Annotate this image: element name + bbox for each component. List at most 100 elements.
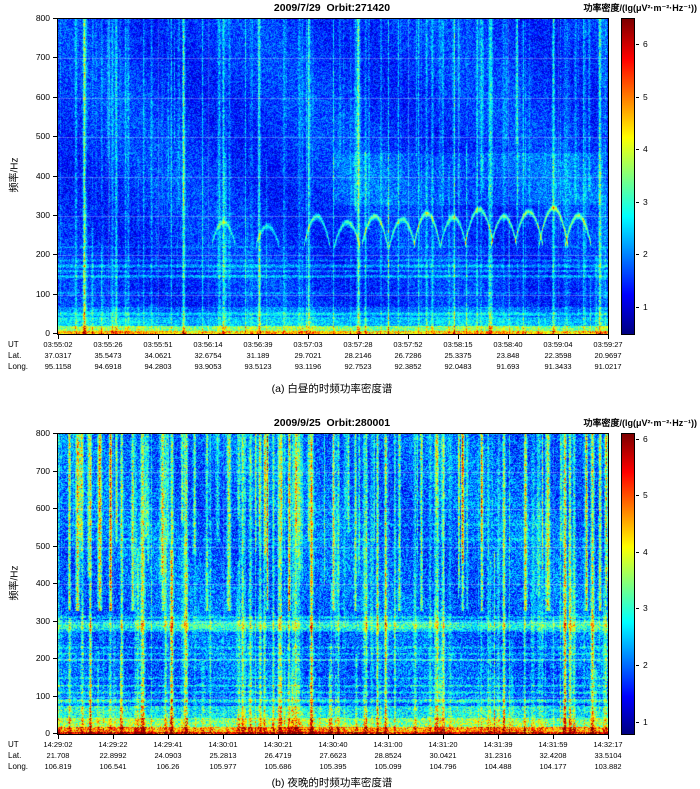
x-tick-value: 93.1196 <box>294 362 322 371</box>
x-tick-value: 92.3852 <box>394 362 422 371</box>
x-tick-value: 03:55:02 <box>43 340 73 349</box>
x-tick-value: 105.977 <box>209 762 237 771</box>
panel-night-colorbar-title: 功率密度/(lg(μV²·m⁻²·Hz⁻¹)) <box>583 418 698 428</box>
panel-night-y-tick-labels: 0 100 200 300 400 500 600 700 800 <box>24 428 53 738</box>
y-tick-label: 200 <box>35 249 50 260</box>
y-tick-mark <box>53 333 57 334</box>
x-tick-value: 14:29:22 <box>98 740 128 749</box>
x-tick-mark <box>208 335 209 339</box>
x-tick-value: 103.882 <box>594 762 622 771</box>
x-tick-value: 105.686 <box>264 762 292 771</box>
y-tick-label: 600 <box>35 91 50 102</box>
x-tick-value: 37.0317 <box>44 351 72 360</box>
colorbar-tick-mark <box>636 97 639 98</box>
x-tick-value: 104.177 <box>539 762 567 771</box>
panel-night-colorbar-tick-labels: 1 2 3 4 5 6 <box>636 433 659 733</box>
x-tick-mark <box>158 335 159 339</box>
x-tick-value: 03:55:51 <box>143 340 173 349</box>
x-tick-mark <box>458 335 459 339</box>
x-tick-value: 21.708 <box>46 751 70 760</box>
x-tick-value: 25.2813 <box>209 751 237 760</box>
panel-night-spectrogram <box>57 433 609 735</box>
colorbar-tick-label: 3 <box>643 603 648 614</box>
x-tick-value: 14:29:41 <box>153 740 183 749</box>
x-tick-value: 95.1158 <box>44 362 72 371</box>
x-tick-value: 03:57:03 <box>293 340 323 349</box>
x-tick-value: 14:31:59 <box>538 740 568 749</box>
x-tick-value: 106.26 <box>156 762 180 771</box>
x-tick-value: 91.3433 <box>544 362 572 371</box>
panel-night-long-row: Long. 106.819 106.541 106.26 105.977 105.686… <box>0 762 700 773</box>
x-tick-value: 94.2803 <box>144 362 172 371</box>
y-tick-mark <box>53 18 57 19</box>
x-tick-value: 32.6754 <box>194 351 222 360</box>
x-tick-value: 35.5473 <box>94 351 122 360</box>
x-tick-value: 104.488 <box>484 762 512 771</box>
x-tick-value: 27.6623 <box>319 751 347 760</box>
x-tick-value: 91.693 <box>496 362 520 371</box>
x-tick-value: 33.5104 <box>594 751 622 760</box>
panel-night-colorbar <box>621 433 635 735</box>
x-tick-mark <box>308 335 309 339</box>
x-tick-value: 14:30:21 <box>263 740 293 749</box>
panel-day-caption: (a) 白昼的时频功率密度谱 <box>271 383 393 395</box>
panel-night-spectrogram-canvas <box>58 434 608 734</box>
x-tick-value: 20.9697 <box>594 351 622 360</box>
long-row-label: Long. <box>8 762 29 771</box>
panel-night-y-axis-title: 频率/Hz <box>9 565 21 601</box>
x-tick-value: 03:58:40 <box>493 340 523 349</box>
x-tick-mark <box>508 335 509 339</box>
x-tick-mark <box>608 735 609 739</box>
y-tick-label: 600 <box>35 503 50 513</box>
colorbar-tick-mark <box>636 665 639 666</box>
x-tick-value: 31.189 <box>246 351 270 360</box>
y-tick-label: 300 <box>35 615 50 626</box>
x-tick-value: 14:30:01 <box>208 740 238 749</box>
panel-night-title: 2009/9/25 Orbit:280001 <box>273 417 391 429</box>
long-row-label: Long. <box>8 362 29 371</box>
panel-night-long-values: 106.819 106.541 106.26 105.977 105.686 105.39… <box>44 762 621 773</box>
lat-row-label: Lat. <box>8 751 22 760</box>
colorbar-tick-label: 4 <box>643 144 648 155</box>
x-tick-mark <box>168 735 169 739</box>
x-tick-value: 14:31:20 <box>428 740 458 749</box>
x-tick-value: 31.2316 <box>484 751 512 760</box>
x-tick-value: 25.3375 <box>444 351 472 360</box>
x-tick-value: 92.7523 <box>344 362 372 371</box>
panel-day-long-values: 95.1158 94.6918 94.2803 93.9053 93.5123 93.11… <box>45 362 622 373</box>
y-tick-mark <box>53 136 57 137</box>
y-tick-label: 100 <box>35 690 50 701</box>
panel-day-long-row: Long. 95.1158 94.6918 94.2803 93.9053 93.512… <box>0 362 700 373</box>
y-tick-label: 800 <box>35 13 50 23</box>
x-tick-value: 104.796 <box>429 762 457 771</box>
x-tick-mark <box>333 735 334 739</box>
panel-day-y-axis-title: 频率/Hz <box>9 157 21 193</box>
panel-night-lat-values: 21.708 22.8992 24.0903 25.2813 26.4719 27.662… <box>47 751 622 762</box>
x-tick-value: 93.9053 <box>194 362 222 371</box>
x-tick-mark <box>408 335 409 339</box>
x-tick-value: 03:56:14 <box>193 340 223 349</box>
x-tick-value: 106.541 <box>99 762 127 771</box>
panel-day-spectrogram-canvas <box>58 19 608 334</box>
y-tick-label: 400 <box>35 578 50 588</box>
y-tick-mark <box>53 254 57 255</box>
colorbar-tick-label: 3 <box>643 196 648 207</box>
panel-day-lat-values: 37.0317 35.5473 34.0621 32.6754 31.189 29.702… <box>44 351 621 362</box>
x-tick-mark <box>558 335 559 339</box>
y-tick-label: 200 <box>35 653 50 663</box>
y-tick-mark <box>53 57 57 58</box>
x-tick-value: 94.6918 <box>94 362 122 371</box>
x-tick-value: 22.3598 <box>544 351 572 360</box>
x-tick-value: 03:57:28 <box>343 340 373 349</box>
x-tick-value: 105.395 <box>319 762 347 771</box>
x-tick-value: 14:31:00 <box>373 740 403 749</box>
colorbar-tick-mark <box>636 254 639 255</box>
x-tick-mark <box>443 735 444 739</box>
x-tick-value: 34.0621 <box>144 351 172 360</box>
x-tick-value: 93.5123 <box>244 362 272 371</box>
colorbar-tick-mark <box>636 44 639 45</box>
panel-night-ut-values: 14:29:02 14:29:22 14:29:41 14:30:01 14:30:21… <box>43 740 622 751</box>
panel-day-y-tick-labels: 0 100 200 300 400 500 600 700 800 <box>24 13 53 338</box>
y-tick-label: 700 <box>35 52 50 63</box>
